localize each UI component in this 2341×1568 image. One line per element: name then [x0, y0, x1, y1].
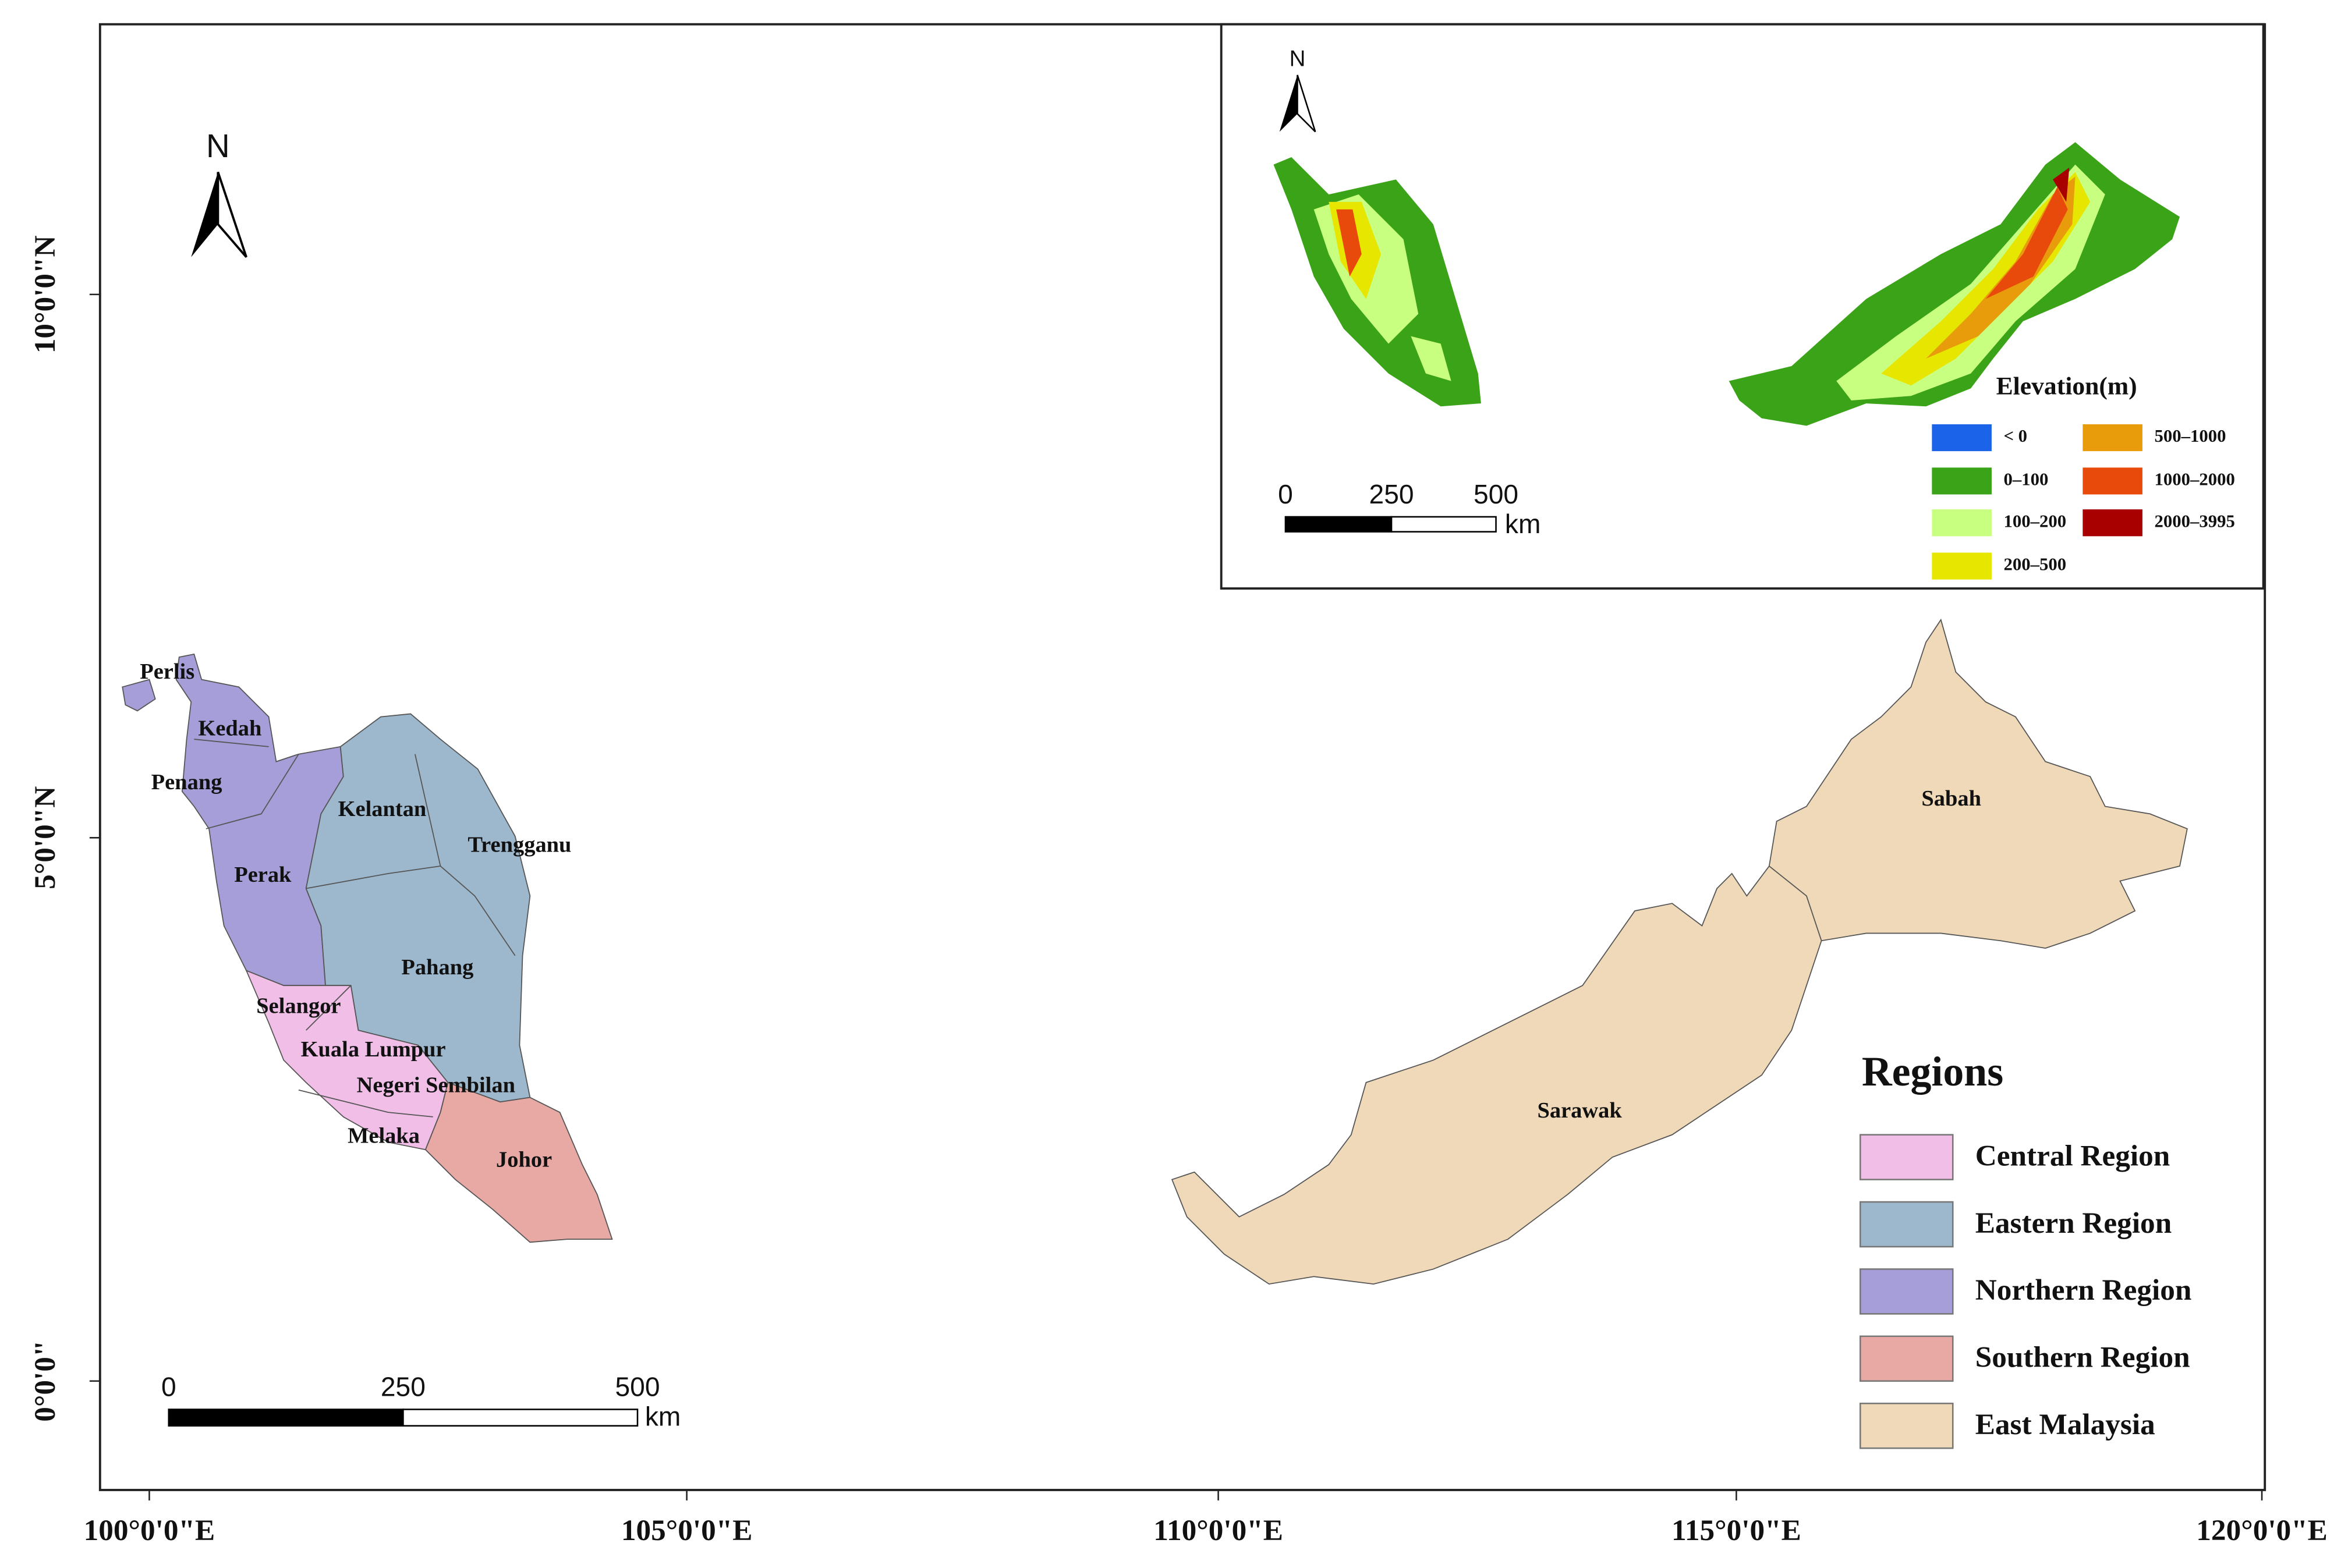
inset-scale-label: 500: [1474, 479, 1518, 509]
inset-scale-bar: [1284, 516, 1393, 533]
state-label: Perak: [234, 863, 292, 887]
x-tick-label: 115°0'0"E: [1671, 1514, 1801, 1547]
elevation-legend-title: Elevation(m): [1996, 373, 2137, 400]
elevation-swatch: [2083, 509, 2142, 537]
x-tick-label: 100°0'0"E: [84, 1514, 215, 1547]
elevation-swatch: [2083, 467, 2142, 495]
elevation-label: < 0: [2003, 426, 2027, 446]
scale-label: 250: [381, 1371, 426, 1402]
inset-relief: [1313, 194, 1451, 381]
elevation-swatch: [2083, 424, 2142, 452]
southern-region: [424, 1081, 613, 1243]
elevation-swatch: [1932, 467, 1992, 495]
x-tick-label: 120°0'0"E: [2196, 1514, 2328, 1547]
elevation-label: 0–100: [2003, 469, 2048, 489]
scale-bar: [402, 1409, 639, 1427]
state-label: Kuala Lumpur: [301, 1037, 446, 1062]
state-label: Sabah: [1921, 786, 1981, 811]
state-label: Selangor: [256, 994, 341, 1018]
legend-label: Southern Region: [1975, 1341, 2190, 1374]
state-label: Negeri Sembilan: [357, 1073, 515, 1097]
scale-bar: [168, 1409, 404, 1427]
state-label: Sarawak: [1538, 1098, 1623, 1123]
elevation-swatch: [1932, 424, 1992, 452]
legend-label: East Malaysia: [1975, 1408, 2155, 1441]
inset-scale-label: 250: [1369, 479, 1414, 509]
elevation-label: 1000–2000: [2154, 469, 2234, 489]
y-tick-label: 0°0'0": [29, 1340, 62, 1422]
sabah-sarawak-border: [1769, 865, 1822, 941]
state-boundaries: [194, 739, 516, 1118]
state-label: Penang: [151, 770, 222, 794]
scale-unit: km: [645, 1402, 681, 1432]
elevation-swatch: [1932, 509, 1992, 537]
x-tick-label: 110°0'0"E: [1153, 1514, 1283, 1547]
state-label: Trengganu: [468, 833, 571, 857]
state-label: Johor: [496, 1148, 552, 1172]
x-ticks: [89, 293, 2263, 1500]
state-label: Melaka: [348, 1124, 420, 1148]
state-label: Kelantan: [338, 797, 427, 821]
legend-swatch: [1859, 1268, 1954, 1315]
state-label: Pahang: [401, 955, 473, 980]
y-tick-label: 10°0'0"N: [29, 235, 62, 353]
north-arrow: [191, 172, 218, 257]
state-label: Kedah: [198, 716, 261, 741]
legend-label: Central Region: [1975, 1139, 2170, 1172]
legend-swatch: [1859, 1201, 1954, 1248]
elevation-label: 500–1000: [2154, 426, 2226, 446]
y-tick-label: 5°0'0"N: [29, 786, 62, 889]
inset-relief: [1836, 164, 2105, 400]
scale-label: 0: [161, 1371, 176, 1402]
legend-swatch: [1859, 1402, 1954, 1449]
inset-north-arrow: [1297, 75, 1316, 133]
legend-label: Eastern Region: [1975, 1207, 2172, 1240]
legend-label: Northern Region: [1975, 1273, 2192, 1307]
elevation-label: 2000–3995: [2154, 511, 2234, 531]
x-tick-label: 105°0'0"E: [621, 1514, 753, 1547]
inset-north-label: N: [1290, 47, 1306, 72]
scale-label: 500: [615, 1371, 660, 1402]
legend-swatch: [1859, 1335, 1954, 1382]
perlis-island: [122, 679, 156, 712]
inset-scale-unit: km: [1505, 509, 1541, 539]
inset-scale-bar: [1390, 516, 1497, 533]
north-label: N: [206, 127, 230, 164]
state-label: Perlis: [140, 659, 194, 684]
elevation-label: 200–500: [2003, 555, 2066, 574]
legend-title: Regions: [1862, 1048, 2003, 1095]
inset-scale-label: 0: [1278, 479, 1293, 509]
north-arrow: [217, 171, 247, 258]
east-malaysia: [1171, 618, 2188, 1285]
elevation-swatch: [1932, 552, 1992, 580]
legend-swatch: [1859, 1134, 1954, 1180]
elevation-label: 100–200: [2003, 511, 2066, 531]
